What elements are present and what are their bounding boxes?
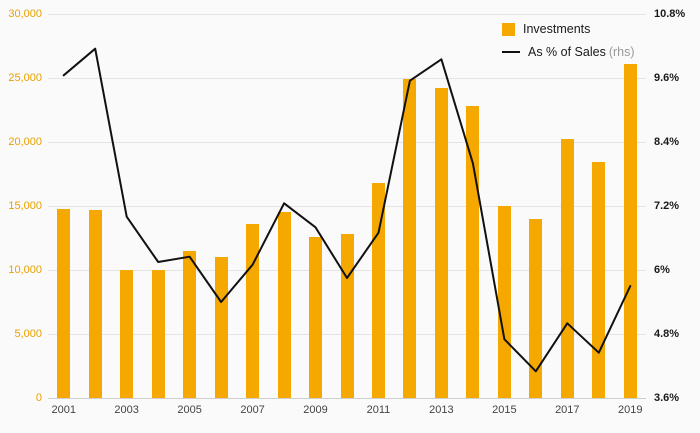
left-axis-tick: 30,000 bbox=[8, 8, 42, 20]
gridline bbox=[48, 142, 646, 143]
bar bbox=[277, 212, 291, 398]
left-axis-tick: 0 bbox=[35, 392, 42, 404]
x-axis-tick: 2001 bbox=[51, 404, 76, 416]
bar-swatch-icon bbox=[502, 22, 515, 36]
left-axis-tick: 10,000 bbox=[8, 264, 42, 276]
left-axis-tick: 20,000 bbox=[8, 136, 42, 148]
right-axis-tick: 8.4% bbox=[654, 136, 680, 148]
left-axis-tick: 15,000 bbox=[8, 200, 42, 212]
line-swatch-icon bbox=[502, 51, 520, 53]
right-axis-tick: 10.8% bbox=[654, 8, 686, 20]
legend-label-investments: Investments bbox=[523, 22, 591, 36]
bar bbox=[120, 270, 134, 398]
bar bbox=[497, 206, 511, 398]
bar bbox=[403, 79, 417, 398]
right-axis-tick: 3.6% bbox=[654, 392, 680, 404]
x-axis-tick: 2013 bbox=[429, 404, 454, 416]
legend-item-pct-of-sales: As % of Sales (rhs) bbox=[502, 45, 635, 59]
plot-area bbox=[48, 14, 646, 399]
bar bbox=[183, 250, 197, 398]
gridline bbox=[48, 14, 646, 15]
x-axis-tick: 2003 bbox=[114, 404, 139, 416]
x-axis-tick: 2009 bbox=[303, 404, 328, 416]
legend-item-investments: Investments bbox=[502, 22, 635, 36]
legend: Investments As % of Sales (rhs) bbox=[502, 22, 635, 59]
right-axis-tick: 4.8% bbox=[654, 328, 680, 340]
gridline bbox=[48, 206, 646, 207]
bar bbox=[529, 218, 543, 398]
x-axis-tick: 2011 bbox=[366, 404, 391, 416]
bar bbox=[151, 270, 165, 398]
bar bbox=[214, 257, 228, 398]
bar bbox=[309, 236, 323, 398]
left-axis-tick: 5,000 bbox=[14, 328, 42, 340]
bar bbox=[57, 208, 71, 398]
left-axis-tick: 25,000 bbox=[8, 72, 42, 84]
legend-rhs-note: (rhs) bbox=[608, 45, 635, 59]
legend-label-pct-of-sales: As % of Sales (rhs) bbox=[528, 45, 635, 59]
bar bbox=[340, 234, 354, 398]
bar bbox=[434, 88, 448, 398]
right-axis-tick: 9.6% bbox=[654, 72, 680, 84]
x-axis-tick: 2007 bbox=[240, 404, 265, 416]
x-axis-tick: 2015 bbox=[492, 404, 517, 416]
bar bbox=[623, 63, 637, 398]
gridline bbox=[48, 398, 646, 399]
gridline bbox=[48, 78, 646, 79]
bar bbox=[88, 209, 102, 398]
line-series bbox=[62, 47, 632, 373]
x-axis-tick: 2019 bbox=[618, 404, 643, 416]
bar bbox=[560, 139, 574, 398]
bar bbox=[592, 162, 606, 398]
right-axis-tick: 7.2% bbox=[654, 200, 680, 212]
x-axis-tick: 2005 bbox=[177, 404, 202, 416]
right-axis-tick: 6% bbox=[654, 264, 670, 276]
x-axis-tick: 2017 bbox=[555, 404, 580, 416]
